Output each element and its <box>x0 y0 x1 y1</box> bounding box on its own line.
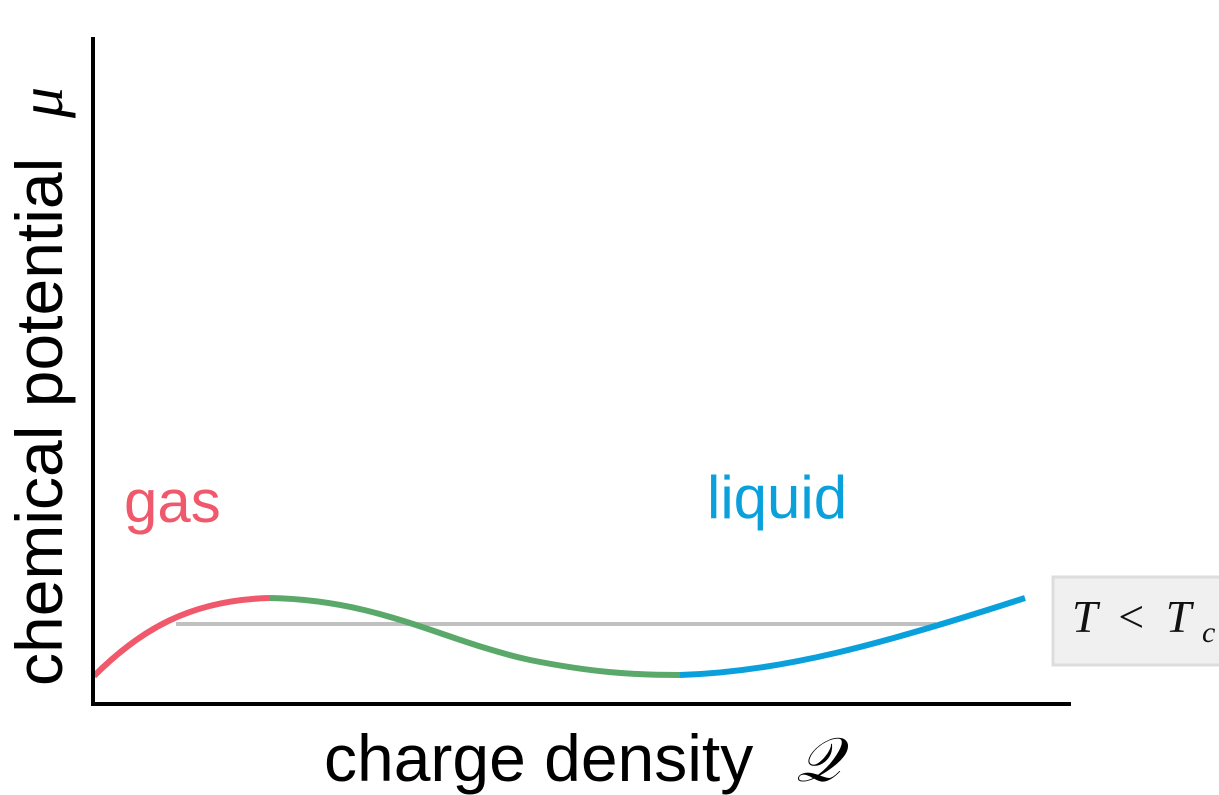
svg-text:T < T c: T < T c <box>1072 591 1215 649</box>
y-axis-label: chemical potential <box>2 158 76 686</box>
condition-lt: < <box>1118 591 1144 642</box>
liquid-curve-segment <box>679 595 1026 678</box>
y-axis-symbol: μ <box>8 87 76 119</box>
x-axis-label: charge density <box>324 721 753 795</box>
gas-label: gas <box>124 468 221 535</box>
condition-box: T < T c <box>1051 575 1219 667</box>
condition-T: T <box>1072 591 1101 642</box>
gas-curve-segment <box>91 595 271 679</box>
condition-Tc: T <box>1166 591 1195 642</box>
unstable-curve-segment <box>269 595 681 678</box>
condition-Tc-subscript: c <box>1202 616 1215 649</box>
x-axis-symbol: 𝒬 <box>796 727 849 795</box>
liquid-label: liquid <box>707 464 847 531</box>
